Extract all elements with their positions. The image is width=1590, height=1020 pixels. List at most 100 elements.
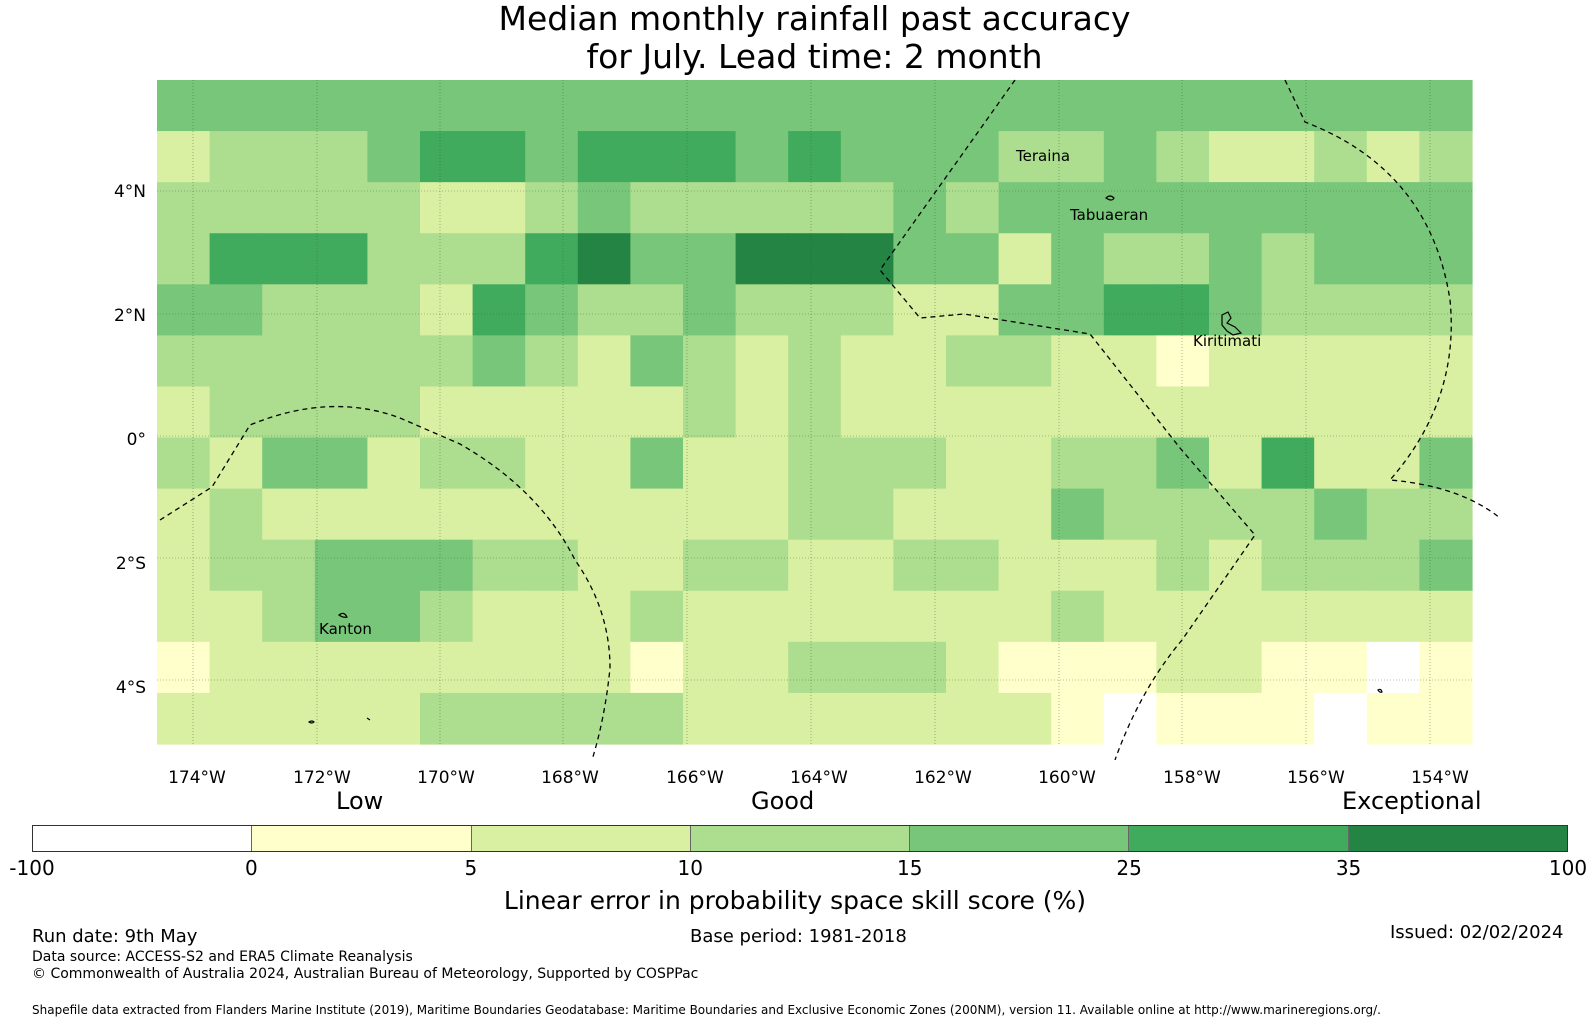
grid-cell xyxy=(735,182,789,234)
grid-cell xyxy=(472,284,526,336)
grid-cell xyxy=(1051,692,1105,745)
grid-cell xyxy=(683,386,737,439)
grid-cell xyxy=(998,641,1052,694)
grid-cell xyxy=(788,488,842,541)
colorbar-segment xyxy=(252,826,472,851)
grid-cell xyxy=(577,284,631,336)
grid-cell xyxy=(998,284,1052,336)
grid-cell xyxy=(1261,641,1315,694)
grid-cell xyxy=(1261,437,1315,490)
grid-cell xyxy=(683,284,737,336)
kiritimati-outline-icon xyxy=(1221,311,1243,336)
grid-cell xyxy=(577,539,631,592)
colorbar-segment xyxy=(33,826,253,851)
place-label-kanton: Kanton xyxy=(319,620,372,638)
grid-cell xyxy=(788,80,842,132)
grid-cell xyxy=(577,131,631,183)
run-date: Run date: 9th May xyxy=(32,926,198,947)
grid-cell xyxy=(1051,539,1105,592)
grid-cell xyxy=(946,437,1000,490)
grid-cell xyxy=(735,437,789,490)
lon-tick-label: 162°W xyxy=(914,768,972,788)
grid-cell xyxy=(472,539,526,592)
grid-cell xyxy=(420,692,474,745)
grid-cell xyxy=(157,641,211,694)
grid-cell xyxy=(1314,539,1368,592)
grid-cell xyxy=(1156,335,1210,388)
grid-cell xyxy=(1103,233,1157,285)
grid-cell xyxy=(1051,131,1105,183)
grid-cell xyxy=(1209,80,1263,132)
grid-cell xyxy=(472,131,526,183)
grid-cell xyxy=(420,641,474,694)
grid-cell xyxy=(788,641,842,694)
grid-cell xyxy=(1366,437,1420,490)
place-label-teraina: Teraina xyxy=(1016,147,1071,165)
grid-cell xyxy=(367,692,421,745)
grid-cell xyxy=(1419,539,1473,592)
grid-cell xyxy=(1156,590,1210,643)
grid-cell xyxy=(1366,692,1420,745)
grid-cell xyxy=(893,182,947,234)
grid-cell xyxy=(367,131,421,183)
grid-cell xyxy=(840,386,894,439)
grid-cell xyxy=(735,641,789,694)
grid-cell xyxy=(1314,692,1368,745)
grid-cell xyxy=(1419,284,1473,336)
grid-cell xyxy=(1419,386,1473,439)
title-line-1: Median monthly rainfall past accuracy xyxy=(498,0,1131,38)
grid-cell xyxy=(157,182,211,234)
grid-cell xyxy=(1419,233,1473,285)
grid-cell xyxy=(262,641,316,694)
grid-cell xyxy=(683,233,737,285)
grid-cell xyxy=(1261,233,1315,285)
grid-cell xyxy=(472,590,526,643)
eez-boundary-line-east xyxy=(1284,79,1501,519)
grid-cell xyxy=(1261,386,1315,439)
grid-cell xyxy=(1314,131,1368,183)
grid-cell xyxy=(1209,182,1263,234)
data-source: Data source: ACCESS-S2 and ERA5 Climate … xyxy=(32,949,413,965)
grid-cell xyxy=(893,437,947,490)
grid-cell xyxy=(1156,80,1210,132)
grid-cell xyxy=(1156,131,1210,183)
grid-cell xyxy=(683,590,737,643)
grid-cell xyxy=(1261,335,1315,388)
grid-cell xyxy=(1209,335,1263,388)
grid-cell xyxy=(893,284,947,336)
grid-cell xyxy=(525,641,579,694)
place-label-tabuaeran: Tabuaeran xyxy=(1070,206,1149,224)
grid-cell xyxy=(1366,488,1420,541)
grid-cell xyxy=(1419,590,1473,643)
grid-cell xyxy=(472,437,526,490)
grid-cell xyxy=(630,590,684,643)
grid-cell xyxy=(630,335,684,388)
grid-cell xyxy=(420,539,474,592)
grid-cell xyxy=(367,284,421,336)
grid-cell xyxy=(1419,335,1473,388)
colorbar-label: Linear error in probability space skill … xyxy=(503,886,1087,915)
lat-tick-label: 2°S xyxy=(115,554,146,574)
grid-cell xyxy=(1366,641,1420,694)
grid-cell xyxy=(788,590,842,643)
grid-cell xyxy=(735,284,789,336)
grid-cell xyxy=(630,284,684,336)
grid-cell xyxy=(1419,641,1473,694)
map-title: Median monthly rainfall past accuracy fo… xyxy=(157,0,1472,76)
grid-cell xyxy=(840,692,894,745)
grid-cell xyxy=(367,335,421,388)
grid-cell xyxy=(1209,590,1263,643)
place-label-kiritimati: Kiritimati xyxy=(1193,332,1262,350)
lon-tick-label: 160°W xyxy=(1038,768,1096,788)
grid-cell xyxy=(209,284,263,336)
grid-cell xyxy=(735,386,789,439)
grid-cell xyxy=(525,335,579,388)
grid-cell xyxy=(1314,437,1368,490)
grid-cell xyxy=(840,233,894,285)
grid-cell xyxy=(157,590,211,643)
grid-cell xyxy=(1261,590,1315,643)
grid-cell xyxy=(1209,641,1263,694)
grid-cell xyxy=(314,131,368,183)
grid-cell xyxy=(630,131,684,183)
grid-cell xyxy=(367,539,421,592)
